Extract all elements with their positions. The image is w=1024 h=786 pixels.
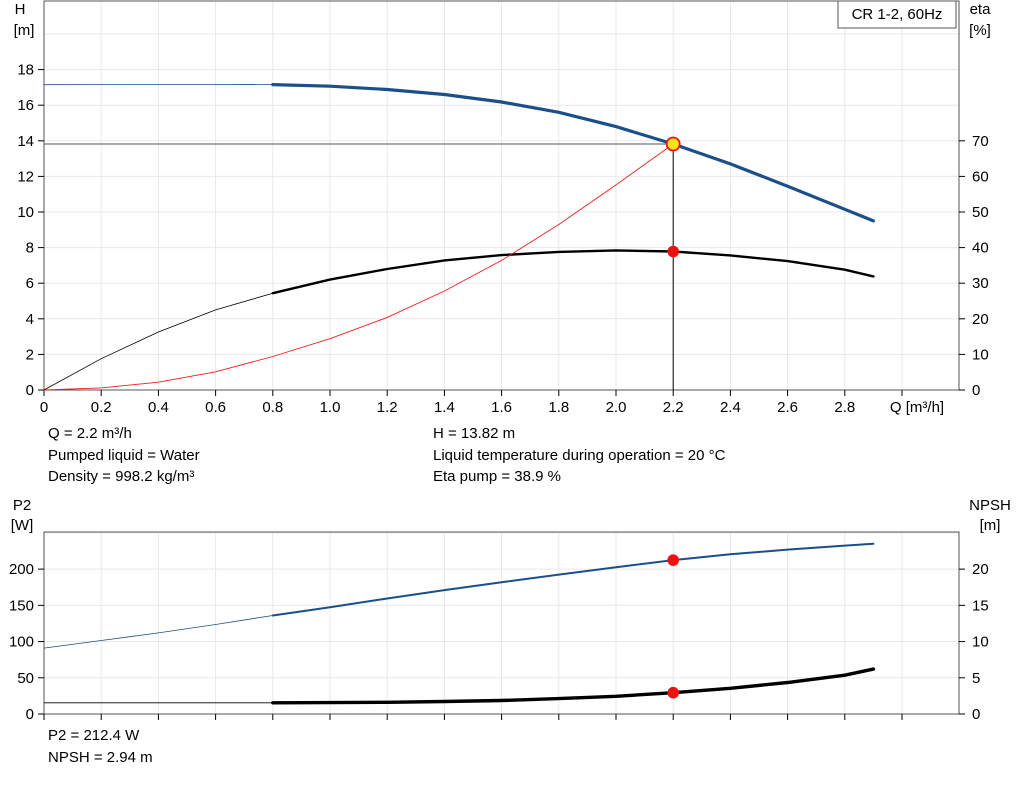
info-npsh: NPSH = 2.94 m — [48, 747, 153, 769]
duty-info-left: Q = 2.2 m³/h Pumped liquid = Water Densi… — [48, 423, 200, 488]
info-head: H = 13.82 m — [433, 423, 725, 445]
right-tick-label: 10 — [972, 634, 989, 651]
info-power: P2 = 212.4 W — [48, 725, 153, 747]
left-tick-label: 6 — [26, 275, 34, 292]
left-tick-label: 100 — [9, 634, 34, 651]
marker-npsh — [667, 687, 679, 699]
right-tick-label: 20 — [972, 561, 989, 578]
left-tick-label: 50 — [17, 670, 34, 687]
power-info: P2 = 212.4 W NPSH = 2.94 m — [48, 725, 153, 768]
info-density: Density = 998.2 kg/m³ — [48, 466, 200, 488]
right-tick-label: 5 — [972, 670, 980, 687]
x-tick-label: 2.8 — [834, 399, 855, 416]
x-tick-label: 2.4 — [720, 399, 741, 416]
left-tick-label: 0 — [26, 706, 34, 723]
right-tick-label: 60 — [972, 168, 989, 185]
right-tick-label: 0 — [972, 382, 980, 399]
left-tick-label: 8 — [26, 240, 34, 257]
x-tick-label: 2.0 — [606, 399, 627, 416]
right-tick-label: 30 — [972, 275, 989, 292]
top-chart-series — [44, 84, 873, 390]
marker-eta_pump — [667, 246, 679, 258]
series-eta_pump — [273, 250, 874, 293]
x-tick-label: 1.6 — [491, 399, 512, 416]
right-tick-label: 40 — [972, 240, 989, 257]
left-tick-label: 16 — [17, 97, 34, 114]
series-eta_total-extrapolated — [44, 144, 673, 390]
right-tick-label: 50 — [972, 204, 989, 221]
left-tick-label: 14 — [17, 133, 34, 150]
legend-box-label: CR 1-2, 60Hz — [852, 6, 943, 23]
left-tick-label: 10 — [17, 204, 34, 221]
left-tick-label: 4 — [26, 311, 34, 328]
top-left-axis-unit: [m] — [14, 22, 35, 39]
x-tick-label: 0.2 — [91, 399, 112, 416]
info-liquid-temperature: Liquid temperature during operation = 20… — [433, 445, 725, 467]
left-tick-label: 2 — [26, 346, 34, 363]
info-eta-pump: Eta pump = 38.9 % — [433, 466, 725, 488]
right-tick-label: 20 — [972, 311, 989, 328]
top-chart-axes: 0 2 4 6 8 10 12 14 16 18 0 10 20 30 40 50 60 70 0 0.2 0.4 0.6… — [17, 62, 988, 416]
right-tick-label: 15 — [972, 597, 989, 614]
bottom-left-axis-title: P2 — [13, 497, 31, 514]
left-tick-label: 12 — [17, 168, 34, 185]
right-tick-label: 0 — [972, 706, 980, 723]
left-tick-label: 150 — [9, 597, 34, 614]
x-tick-label: 1.0 — [320, 399, 341, 416]
bottom-chart-grid — [44, 532, 959, 714]
x-tick-label: 1.4 — [434, 399, 455, 416]
series-p2 — [273, 544, 874, 616]
top-right-axis-title: eta — [970, 1, 992, 18]
top-left-axis-title: H — [15, 1, 26, 18]
duty-info-right: H = 13.82 m Liquid temperature during op… — [433, 423, 725, 488]
x-tick-label: 2.2 — [663, 399, 684, 416]
x-tick-label: 0 — [40, 399, 48, 416]
bottom-right-axis-title: NPSH — [969, 497, 1011, 514]
info-pumped-liquid: Pumped liquid = Water — [48, 445, 200, 467]
x-tick-label: 0.6 — [205, 399, 226, 416]
info-flow: Q = 2.2 m³/h — [48, 423, 200, 445]
marker-p2 — [667, 554, 679, 566]
right-tick-label: 10 — [972, 346, 989, 363]
bottom-chart-series — [44, 544, 873, 703]
left-tick-label: 0 — [26, 382, 34, 399]
x-tick-label: 1.2 — [377, 399, 398, 416]
x-tick-label: 1.8 — [548, 399, 569, 416]
x-axis-title: Q [m³/h] — [890, 399, 944, 416]
x-tick-label: 0.4 — [148, 399, 169, 416]
bottom-left-axis-unit: [W] — [11, 517, 34, 534]
bottom-right-axis-unit: [m] — [980, 517, 1001, 534]
top-right-axis-unit: [%] — [969, 22, 991, 39]
duty-point-marker — [667, 138, 680, 151]
series-npsh — [273, 669, 874, 703]
x-tick-label: 2.6 — [777, 399, 798, 416]
right-tick-label: 70 — [972, 133, 989, 150]
x-tick-label: 0.8 — [262, 399, 283, 416]
left-tick-label: 18 — [17, 62, 34, 79]
top-chart-grid — [44, 1, 959, 390]
left-tick-label: 200 — [9, 561, 34, 578]
